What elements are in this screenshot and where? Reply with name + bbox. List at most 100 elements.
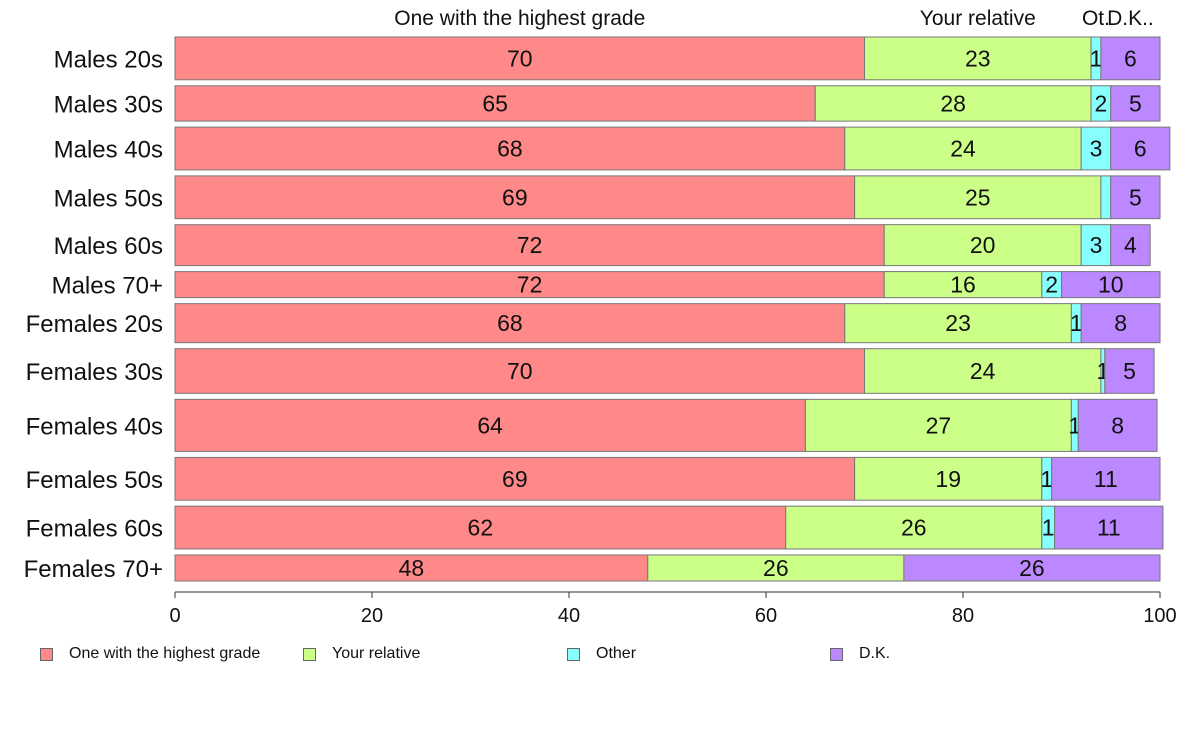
bar-3-10 — [1054, 505, 1164, 550]
category-label-6: Females 20s — [26, 311, 163, 338]
top-label-0: One with the highest grade — [394, 7, 645, 30]
bar-1-6 — [844, 303, 1072, 344]
category-label-0: Males 20s — [54, 46, 163, 73]
data-label-0-2: 68 — [497, 136, 523, 162]
top-label-3: D.K.. — [1107, 7, 1154, 30]
data-label-3-8: 8 — [1111, 412, 1124, 438]
bar-1-9 — [854, 456, 1043, 501]
bar-2-3 — [1100, 175, 1112, 220]
data-label-3-10: 11 — [1097, 515, 1121, 541]
data-label-3-4: 4 — [1124, 232, 1137, 258]
data-label-0-9: 69 — [502, 466, 528, 492]
bar-1-2 — [844, 126, 1082, 171]
category-label-9: Females 50s — [26, 467, 163, 494]
bar-1-7 — [864, 348, 1102, 394]
data-label-3-1: 5 — [1129, 90, 1142, 116]
data-label-0-5: 72 — [517, 272, 543, 298]
legend-item-your-relative: Your relative — [303, 645, 420, 663]
bar-0-6 — [174, 303, 846, 344]
legend-label-highest-grade: One with the highest grade — [69, 645, 261, 662]
category-label-11: Females 70+ — [24, 556, 163, 583]
bar-2-4 — [1080, 224, 1112, 267]
category-label-4: Males 60s — [54, 233, 163, 260]
data-label-1-8: 27 — [926, 412, 952, 438]
bar-1-11 — [647, 554, 905, 582]
bar-3-8 — [1077, 398, 1158, 452]
data-label-0-6: 68 — [497, 310, 523, 336]
bar-3-3 — [1110, 175, 1161, 220]
legend: One with the highest grade Your relative… — [0, 645, 1188, 665]
bar-0-8 — [174, 398, 806, 452]
data-label-0-1: 65 — [482, 90, 508, 116]
data-label-1-6: 23 — [945, 310, 971, 336]
data-label-2-0: 1 — [1090, 45, 1103, 71]
data-label-1-2: 24 — [950, 136, 976, 162]
category-label-8: Females 40s — [26, 413, 163, 440]
category-label-3: Males 50s — [54, 185, 163, 212]
legend-swatch-other — [567, 647, 580, 661]
bar-3-4 — [1110, 224, 1151, 267]
data-label-3-0: 6 — [1124, 45, 1137, 71]
category-label-5: Males 70+ — [52, 273, 163, 300]
data-label-1-4: 20 — [970, 232, 996, 258]
data-label-1-11: 26 — [763, 555, 789, 581]
top-label-2: Ot. — [1082, 7, 1110, 30]
bar-0-3 — [174, 175, 856, 220]
bar-3-7 — [1104, 348, 1155, 394]
bar-0-2 — [174, 126, 846, 171]
bar-3-9 — [1051, 456, 1161, 501]
bar-1-0 — [864, 36, 1092, 81]
data-label-0-11: 48 — [399, 555, 425, 581]
data-label-2-4: 3 — [1090, 232, 1103, 258]
data-label-3-3: 5 — [1129, 184, 1142, 210]
x-tick-label-5: 100 — [1143, 605, 1176, 627]
legend-item-dk: D.K. — [830, 645, 890, 663]
top-label-1: Your relative — [920, 7, 1036, 30]
bar-3-5 — [1061, 271, 1161, 299]
bar-1-8 — [804, 398, 1072, 452]
data-label-1-7: 24 — [970, 358, 996, 384]
data-label-2-2: 3 — [1090, 136, 1103, 162]
bar-3-11 — [903, 554, 1161, 582]
bar-1-5 — [883, 271, 1043, 299]
category-label-7: Females 30s — [26, 359, 163, 386]
data-label-1-10: 26 — [901, 515, 927, 541]
bar-0-10 — [174, 505, 787, 550]
legend-item-other: Other — [567, 645, 636, 663]
data-label-2-10: 1 — [1042, 515, 1055, 541]
data-label-1-5: 16 — [950, 272, 976, 298]
legend-item-highest-grade: One with the highest grade — [40, 645, 260, 663]
data-label-3-7: 5 — [1123, 358, 1136, 384]
bar-0-11 — [174, 554, 649, 582]
bar-0-1 — [174, 85, 816, 122]
legend-swatch-highest-grade — [40, 647, 53, 661]
data-label-0-7: 70 — [507, 358, 533, 384]
data-label-2-1: 2 — [1095, 90, 1108, 116]
category-label-10: Females 60s — [26, 516, 163, 543]
data-label-3-9: 11 — [1094, 466, 1118, 492]
category-label-2: Males 40s — [54, 137, 163, 164]
bar-1-4 — [883, 224, 1082, 267]
x-tick-label-4: 80 — [952, 605, 974, 627]
data-label-0-8: 64 — [477, 412, 503, 438]
x-tick-label-1: 20 — [361, 605, 383, 627]
legend-label-other: Other — [596, 645, 637, 662]
data-label-3-11: 26 — [1019, 555, 1045, 581]
data-label-1-0: 23 — [965, 45, 991, 71]
bar-2-2 — [1080, 126, 1112, 171]
bar-0-7 — [174, 348, 865, 394]
x-tick-label-0: 0 — [169, 605, 180, 627]
x-tick-label-3: 60 — [755, 605, 777, 627]
data-label-0-0: 70 — [507, 45, 533, 71]
category-label-1: Males 30s — [54, 91, 163, 118]
bar-0-0 — [174, 36, 865, 81]
data-label-1-9: 19 — [935, 466, 961, 492]
legend-label-your-relative: Your relative — [332, 645, 421, 662]
bar-1-1 — [814, 85, 1092, 122]
data-label-3-2: 6 — [1134, 136, 1147, 162]
bar-3-2 — [1110, 126, 1171, 171]
data-label-1-1: 28 — [940, 90, 966, 116]
data-label-0-4: 72 — [517, 232, 543, 258]
data-label-2-9: 1 — [1040, 466, 1053, 492]
legend-swatch-your-relative — [303, 647, 316, 661]
